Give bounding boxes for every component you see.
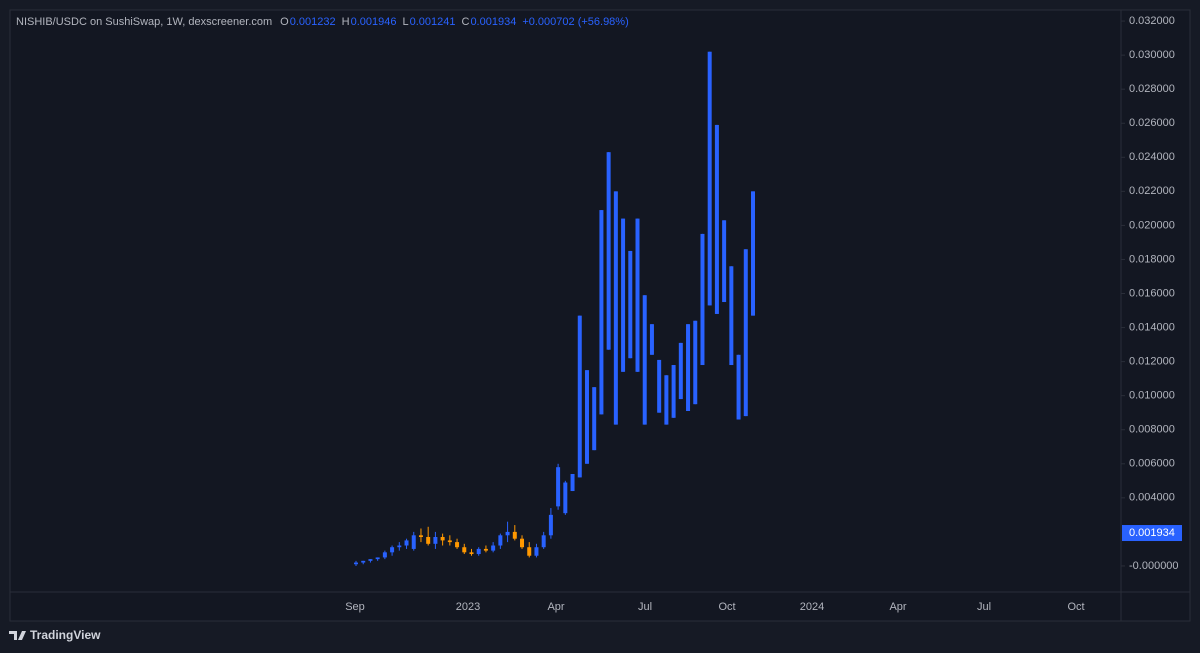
price-change: +0.000702 (+56.98%) — [522, 16, 628, 28]
footer-brand: TradingView — [30, 628, 101, 642]
y-tick-label: 0.024000 — [1129, 151, 1175, 163]
y-tick-label: 0.012000 — [1129, 356, 1175, 368]
candle-body — [426, 537, 431, 544]
x-tick-label: Jul — [638, 601, 652, 613]
ohlc-label: L — [402, 16, 408, 28]
candle-body — [707, 51, 712, 306]
candle-body — [599, 210, 604, 415]
candle-body — [541, 535, 546, 548]
ohlc-label: C — [461, 16, 469, 28]
candle-body — [548, 514, 553, 536]
candle-body — [722, 220, 727, 303]
last-price-label: 0.001934 — [1129, 527, 1175, 539]
candle-body — [664, 375, 669, 425]
candle-body — [649, 324, 654, 355]
candle-body — [613, 191, 618, 425]
ohlc-label: O — [280, 16, 289, 28]
candle-body — [678, 342, 683, 400]
x-tick-label: 2024 — [800, 601, 824, 613]
y-tick-label: 0.010000 — [1129, 390, 1175, 402]
candle-body — [621, 218, 626, 372]
x-tick-label: Apr — [889, 601, 906, 613]
y-tick-label: 0.004000 — [1129, 492, 1175, 504]
candle-body — [512, 531, 517, 539]
candle-body — [736, 354, 741, 420]
candle-body — [447, 540, 452, 543]
candle-body — [520, 538, 525, 548]
ohlc-value: 0.001232 — [290, 16, 336, 28]
candle-body — [592, 387, 597, 451]
candle-body — [361, 560, 366, 563]
y-tick-label: 0.032000 — [1129, 15, 1175, 27]
candle-body — [743, 249, 748, 417]
x-tick-label: Apr — [547, 601, 564, 613]
logo-icon — [9, 631, 26, 640]
candle-body — [476, 548, 481, 555]
x-tick-label: Jul — [977, 601, 991, 613]
candle-body — [433, 537, 438, 544]
x-tick-label: Oct — [1067, 601, 1084, 613]
chart-title: NISHIB/USDC on SushiSwap, 1W, dexscreene… — [16, 16, 272, 28]
candle-body — [657, 359, 662, 413]
candle-body — [455, 542, 460, 548]
candle-body — [671, 365, 676, 418]
candle-body — [390, 547, 395, 553]
candle-body — [418, 535, 423, 538]
candle-body — [382, 552, 387, 558]
candle-body — [563, 482, 568, 514]
candle-body — [570, 473, 575, 492]
candle-body — [628, 250, 633, 359]
y-tick-label: 0.026000 — [1129, 117, 1175, 129]
candle-body — [462, 547, 467, 553]
candle-body — [693, 320, 698, 405]
candle-body — [729, 266, 734, 366]
candle-body — [714, 124, 719, 314]
x-tick-label: Oct — [718, 601, 735, 613]
y-tick-label: 0.022000 — [1129, 185, 1175, 197]
y-tick-label: 0.020000 — [1129, 219, 1175, 231]
candle-body — [534, 547, 539, 556]
candle-body — [527, 547, 532, 556]
x-tick-label: 2023 — [456, 601, 480, 613]
y-tick-label: 0.014000 — [1129, 321, 1175, 333]
ohlc-label: H — [342, 16, 350, 28]
y-tick-label: 0.016000 — [1129, 287, 1175, 299]
candle-body — [606, 152, 611, 350]
candle-body — [404, 540, 409, 546]
candle-body — [375, 557, 380, 560]
tradingview-logo: TradingView — [9, 628, 101, 642]
ohlc-value: 0.001946 — [351, 16, 397, 28]
candle-body — [635, 218, 640, 372]
candle-body — [584, 370, 589, 464]
candle-body — [411, 535, 416, 549]
candle-body — [686, 324, 691, 411]
candle-body — [577, 315, 582, 478]
candle-body — [700, 233, 705, 366]
candle-body — [498, 535, 503, 546]
candle-body — [491, 545, 496, 551]
candle-body — [505, 531, 510, 536]
candle-body — [751, 191, 755, 316]
candle-body — [556, 467, 561, 507]
ohlc-value: 0.001934 — [470, 16, 516, 28]
x-tick-label: Sep — [345, 601, 365, 613]
y-tick-label: -0.000000 — [1129, 560, 1179, 572]
candle-body — [368, 559, 373, 561]
y-tick-label: 0.030000 — [1129, 49, 1175, 61]
y-tick-label: 0.008000 — [1129, 424, 1175, 436]
candle-body — [354, 562, 358, 565]
last-price-badge — [1122, 525, 1182, 542]
candle-body — [397, 545, 402, 548]
y-tick-label: 0.006000 — [1129, 458, 1175, 470]
ohlc-value: 0.001241 — [410, 16, 456, 28]
candle-body — [642, 295, 647, 425]
candle-body — [440, 537, 445, 541]
y-tick-label: 0.028000 — [1129, 83, 1175, 95]
candle-body — [469, 552, 474, 555]
candle-body — [483, 548, 488, 551]
y-tick-label: 0.018000 — [1129, 253, 1175, 265]
